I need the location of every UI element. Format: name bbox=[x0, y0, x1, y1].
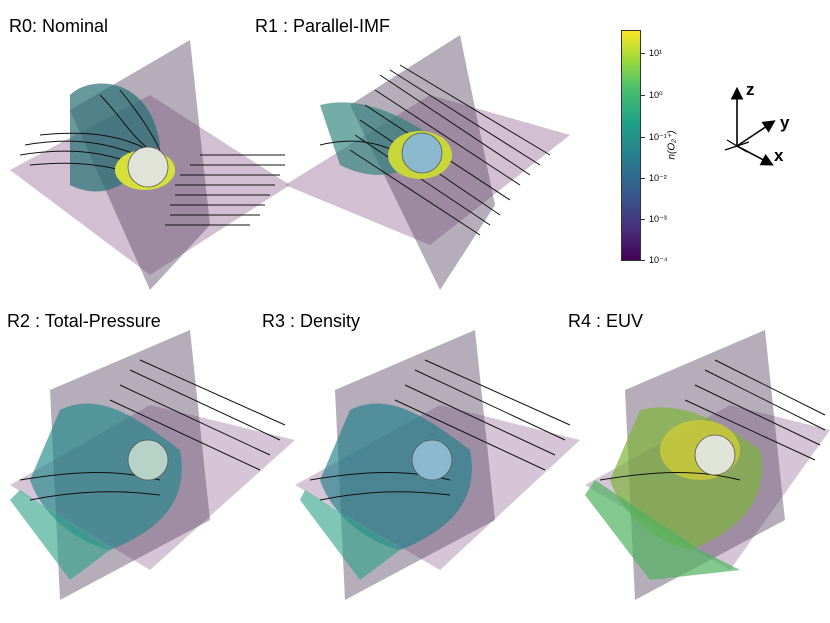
panel-title-r3: R3 : Density bbox=[262, 311, 361, 331]
colorbar-gradient bbox=[621, 30, 641, 261]
moon-sphere bbox=[411, 439, 453, 481]
panel-title-r2: R2 : Total-Pressure bbox=[7, 311, 161, 331]
plasma-tail bbox=[300, 490, 400, 580]
colorbar-tick: 10⁻⁴ bbox=[649, 255, 668, 265]
colorbar-tick: 10⁻³ bbox=[649, 214, 667, 224]
panel-r3-render bbox=[295, 330, 580, 600]
moon-sphere bbox=[694, 434, 736, 476]
colorbar-tickmark bbox=[641, 137, 645, 138]
x-axis-label: x bbox=[774, 146, 784, 165]
y-axis-arrow bbox=[736, 120, 776, 147]
colorbar-tickmark bbox=[641, 219, 645, 220]
moon-sphere bbox=[401, 132, 443, 174]
colorbar-tickmark bbox=[641, 95, 645, 96]
plasma-tail bbox=[10, 490, 110, 580]
z-axis-label: z bbox=[746, 80, 755, 99]
colorbar-tickmark bbox=[641, 53, 645, 54]
colorbar-tick: 10⁻² bbox=[649, 173, 667, 183]
panel-r1-render bbox=[285, 35, 570, 290]
colorbar-tickmark bbox=[641, 260, 645, 261]
panel-r4-render bbox=[585, 330, 830, 600]
colorbar-tick: 10¹ bbox=[649, 48, 663, 58]
moon-sphere bbox=[127, 439, 169, 481]
panel-title-r0: R0: Nominal bbox=[9, 16, 109, 36]
plasma-tail bbox=[585, 480, 740, 580]
colorbar-tick: 10⁻¹ bbox=[649, 132, 667, 142]
axis-cross bbox=[726, 139, 748, 153]
moon-sphere bbox=[127, 146, 169, 188]
axis-triad-icon bbox=[724, 86, 776, 166]
y-axis-label: y bbox=[780, 113, 790, 132]
field-lines bbox=[599, 359, 826, 481]
panel-title-r4: R4 : EUV bbox=[568, 311, 644, 331]
colorbar-label: n(O₂⁺) bbox=[666, 130, 678, 160]
colorbar-tick: 10⁰ bbox=[649, 90, 663, 100]
colorbar-tickmark bbox=[641, 178, 645, 179]
panel-r0-render bbox=[10, 40, 290, 290]
panel-title-r1: R1 : Parallel-IMF bbox=[255, 16, 391, 36]
panel-r2-render bbox=[10, 330, 295, 600]
